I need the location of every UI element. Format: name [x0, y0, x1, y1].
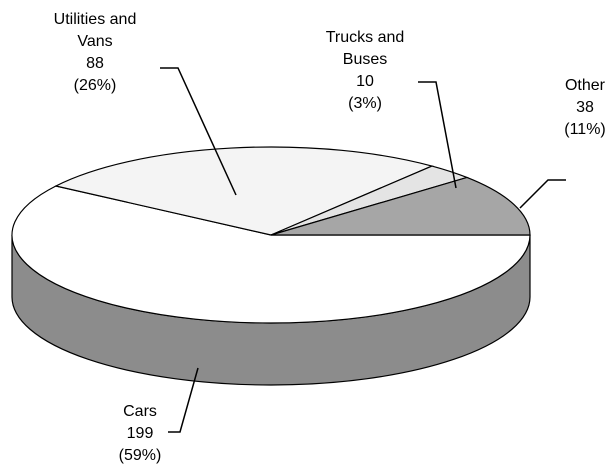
label-line: Cars: [123, 403, 157, 420]
slice-label-percent: (26%): [74, 77, 117, 94]
slice-label-percent: (3%): [348, 95, 382, 112]
slice-label-percent: (59%): [119, 447, 162, 464]
label-line: Other: [565, 77, 606, 94]
pie-slice: [54, 146, 434, 236]
leader-line: [168, 367, 199, 433]
slice-label-percent: (11%): [564, 121, 606, 138]
slice-label-value: 10: [356, 73, 374, 90]
slice-label-name: Utilities and Vans: [54, 11, 137, 50]
slice-label-name: Cars: [123, 403, 157, 420]
leader-line: [418, 81, 457, 189]
slice-label-value: 199: [127, 425, 154, 442]
label-line: Trucks and: [326, 29, 405, 46]
leader-line: [519, 179, 566, 209]
slice-label-name: Trucks and Buses: [326, 29, 405, 68]
slice-label-value: 88: [86, 55, 104, 72]
label-line: Buses: [343, 51, 387, 68]
leader-line: [160, 67, 237, 196]
pie-slice: [11, 185, 531, 324]
pie-slice: [270, 176, 531, 236]
label-line: Vans: [77, 33, 112, 50]
slice-label-name: Other: [565, 77, 606, 94]
label-line: Utilities and: [54, 11, 137, 28]
slice-label-value: 38: [576, 99, 594, 116]
